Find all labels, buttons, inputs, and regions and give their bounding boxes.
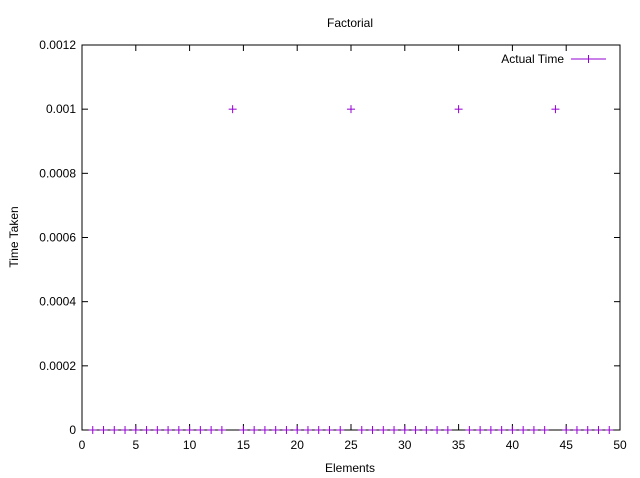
data-point bbox=[164, 426, 173, 434]
chart-title: Factorial bbox=[327, 16, 373, 30]
data-point bbox=[142, 426, 151, 434]
legend-marker bbox=[584, 55, 593, 63]
data-point bbox=[368, 426, 377, 434]
y-tick-label: 0.0004 bbox=[39, 295, 76, 309]
data-point bbox=[443, 426, 452, 434]
x-tick-label: 5 bbox=[132, 438, 139, 452]
data-point bbox=[228, 105, 237, 114]
x-tick-label: 10 bbox=[183, 438, 197, 452]
y-tick-label: 0 bbox=[69, 423, 76, 437]
data-points bbox=[88, 105, 614, 434]
data-point bbox=[99, 426, 108, 434]
data-point bbox=[562, 426, 571, 434]
data-point bbox=[508, 426, 517, 434]
data-point bbox=[422, 426, 431, 434]
data-point bbox=[357, 426, 366, 434]
data-point bbox=[529, 426, 538, 434]
data-point bbox=[400, 426, 409, 434]
legend-label: Actual Time bbox=[501, 52, 564, 66]
data-point bbox=[250, 426, 259, 434]
data-point bbox=[131, 426, 140, 434]
data-point bbox=[174, 426, 183, 434]
data-point bbox=[347, 105, 355, 114]
data-point bbox=[196, 426, 205, 434]
y-tick-label: 0.0008 bbox=[39, 166, 76, 180]
data-point bbox=[110, 426, 119, 434]
data-point bbox=[153, 426, 162, 434]
data-point bbox=[88, 426, 97, 434]
data-point bbox=[497, 426, 506, 434]
data-point bbox=[260, 426, 269, 434]
data-point bbox=[336, 426, 345, 434]
data-point bbox=[314, 426, 323, 434]
data-point bbox=[293, 426, 302, 434]
y-tick-label: 0.001 bbox=[46, 102, 76, 116]
data-point bbox=[476, 426, 485, 434]
data-point bbox=[207, 426, 216, 434]
data-point bbox=[572, 426, 581, 434]
data-point bbox=[605, 426, 614, 434]
data-point bbox=[486, 426, 495, 434]
data-point bbox=[217, 426, 226, 434]
data-point bbox=[303, 426, 312, 434]
data-point bbox=[271, 426, 280, 434]
x-tick-label: 30 bbox=[398, 438, 412, 452]
data-point bbox=[540, 426, 549, 434]
data-point bbox=[282, 426, 291, 434]
y-axis-label: Time Taken bbox=[7, 206, 21, 267]
data-point bbox=[325, 426, 334, 434]
data-point bbox=[583, 426, 592, 434]
data-point bbox=[454, 105, 463, 114]
data-point bbox=[390, 426, 399, 434]
data-point bbox=[411, 426, 420, 434]
y-tick-label: 0.0006 bbox=[39, 231, 76, 245]
x-tick-label: 40 bbox=[506, 438, 520, 452]
plot-area-border bbox=[81, 44, 621, 431]
data-point bbox=[121, 426, 130, 434]
data-point bbox=[594, 426, 603, 434]
x-tick-label: 45 bbox=[560, 438, 574, 452]
y-tick-label: 0.0012 bbox=[39, 38, 76, 52]
data-point bbox=[519, 426, 528, 434]
data-point bbox=[379, 426, 388, 434]
data-point bbox=[185, 426, 194, 434]
data-point bbox=[239, 426, 248, 434]
x-tick-label: 0 bbox=[79, 438, 86, 452]
x-axis-label: Elements bbox=[325, 461, 375, 475]
x-tick-label: 50 bbox=[613, 438, 627, 452]
y-tick-label: 0.0002 bbox=[39, 359, 76, 373]
data-point bbox=[465, 426, 474, 434]
x-tick-label: 25 bbox=[344, 438, 358, 452]
data-point bbox=[551, 105, 560, 114]
axis-ticks: 0 5 10 15 20 25 30 35 40 45 50 0 0.0002 0.0004 0.0006 0… bbox=[39, 38, 627, 452]
x-tick-label: 20 bbox=[291, 438, 305, 452]
data-point bbox=[433, 426, 442, 434]
legend: Actual Time bbox=[501, 52, 606, 66]
x-tick-label: 15 bbox=[237, 438, 251, 452]
x-tick-label: 35 bbox=[452, 438, 466, 452]
